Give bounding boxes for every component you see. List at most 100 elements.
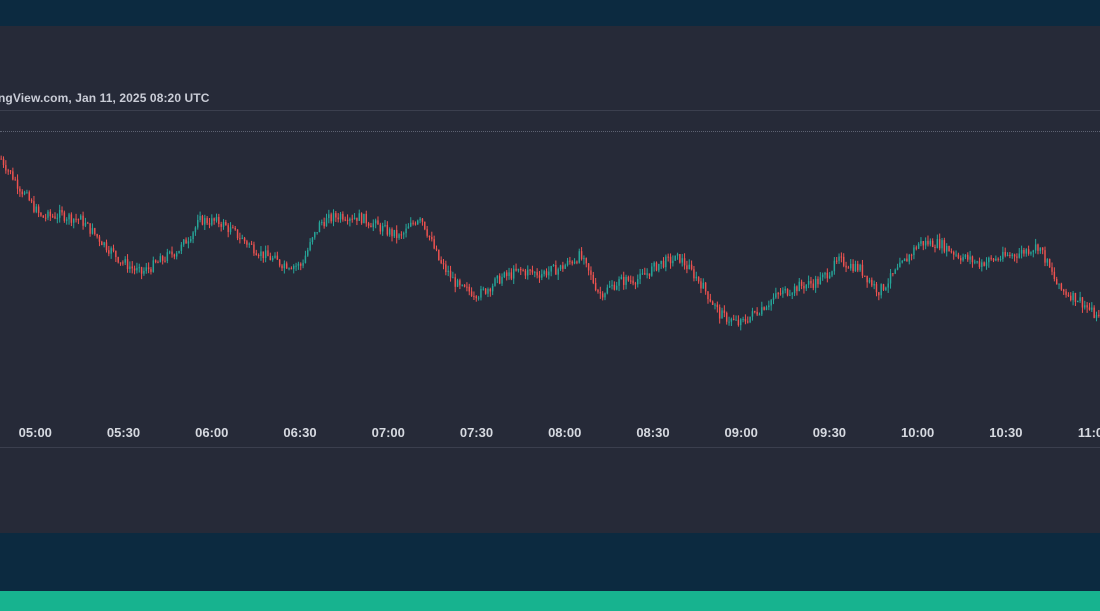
candle-up <box>248 243 250 245</box>
candle-down <box>864 275 866 277</box>
candles <box>0 155 1100 331</box>
candle-up <box>936 239 939 248</box>
candle-up <box>611 284 613 287</box>
candle-down <box>89 223 91 234</box>
candle-up <box>1095 314 1098 318</box>
candle-down <box>1016 256 1018 258</box>
candle-down <box>323 222 325 227</box>
candle-down <box>817 278 819 285</box>
candle-up <box>527 269 529 276</box>
candle-down <box>754 311 756 313</box>
candle-down <box>1060 283 1063 290</box>
candle-up <box>573 261 576 264</box>
candle-down <box>707 291 709 300</box>
candle-down <box>1065 291 1067 295</box>
candle-down <box>28 192 30 201</box>
candle-up <box>566 260 569 266</box>
candle-down <box>9 170 12 172</box>
candle-up <box>903 258 906 262</box>
candle-down <box>866 275 868 283</box>
candle-up <box>501 277 503 284</box>
candle-down <box>700 281 702 289</box>
candle-up <box>1020 250 1023 254</box>
candle-up <box>672 260 674 264</box>
candle-down <box>227 225 229 233</box>
candle-down <box>356 217 358 221</box>
candle-down <box>414 223 417 225</box>
top-band <box>0 0 1100 26</box>
axis-separator <box>0 447 1100 448</box>
candle-down <box>505 272 508 276</box>
candle-down <box>75 218 77 220</box>
candle-down <box>971 256 974 263</box>
candle-down <box>922 241 925 246</box>
candle-down <box>983 262 985 266</box>
candle-down <box>796 286 798 292</box>
candle-up <box>393 229 396 237</box>
candle-down <box>524 270 527 276</box>
candle-up <box>534 272 536 274</box>
candle-down <box>592 274 595 283</box>
candle-up <box>68 214 70 220</box>
candle-up <box>56 217 59 219</box>
candle-up <box>920 241 922 244</box>
candle-down <box>14 179 16 181</box>
candle-up <box>283 263 286 269</box>
candle-down <box>360 213 363 224</box>
candle-up <box>955 254 957 256</box>
candlestick-chart[interactable]: 05:00 05:30 06:00 06:30 07:00 07:30 08:00 08:30… <box>0 26 1100 533</box>
candle-up <box>1011 254 1013 257</box>
candle-down <box>950 251 953 253</box>
candle-up <box>564 265 566 269</box>
candle-up <box>775 293 777 298</box>
candle-up <box>1032 250 1035 253</box>
candle-up <box>850 263 852 269</box>
candle-up <box>136 267 138 271</box>
candle-up <box>541 274 543 278</box>
candle-down <box>1048 259 1051 268</box>
candle-down <box>1023 250 1025 254</box>
candle-down <box>1086 305 1088 308</box>
candle-up <box>740 319 742 326</box>
candle-up <box>976 261 978 263</box>
candle-down <box>906 258 908 262</box>
candle-up <box>215 217 218 221</box>
candle-up <box>608 286 611 288</box>
candle-up <box>159 256 162 263</box>
candle-up <box>182 239 185 245</box>
candle-down <box>122 262 124 264</box>
candle-down <box>1055 279 1058 285</box>
candle-down <box>927 240 929 245</box>
candle-up <box>901 261 903 263</box>
candle-up <box>604 293 606 298</box>
candle-up <box>974 261 976 263</box>
candle-up <box>894 269 896 274</box>
candle-up <box>651 266 653 276</box>
candle-up <box>264 250 267 259</box>
candle-up <box>138 267 140 269</box>
candle-down <box>300 263 302 266</box>
candle-down <box>157 262 159 264</box>
top-separator <box>0 110 1100 111</box>
candle-up <box>653 262 655 267</box>
candle-up <box>824 272 826 275</box>
candle-up <box>814 278 817 288</box>
candle-down <box>173 254 176 257</box>
candle-up <box>833 260 836 272</box>
candle-down <box>133 268 136 271</box>
candle-up <box>166 252 169 261</box>
candle-down <box>978 261 981 267</box>
candle-down <box>454 277 456 287</box>
price-dotted-line <box>0 131 1100 132</box>
candle-down <box>747 321 749 323</box>
candle-up <box>260 251 262 256</box>
candle-down <box>667 256 669 258</box>
candle-up <box>625 276 627 285</box>
candle-down <box>391 229 393 237</box>
candle-up <box>873 283 875 286</box>
candle-up <box>714 304 716 306</box>
candle-down <box>498 275 501 284</box>
candle-up <box>288 268 290 270</box>
candle-down <box>131 266 133 269</box>
candle-down <box>82 215 84 226</box>
